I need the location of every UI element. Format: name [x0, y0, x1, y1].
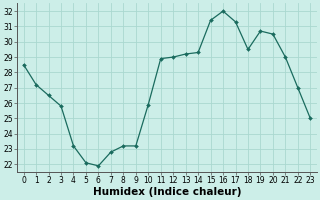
X-axis label: Humidex (Indice chaleur): Humidex (Indice chaleur)	[93, 187, 241, 197]
